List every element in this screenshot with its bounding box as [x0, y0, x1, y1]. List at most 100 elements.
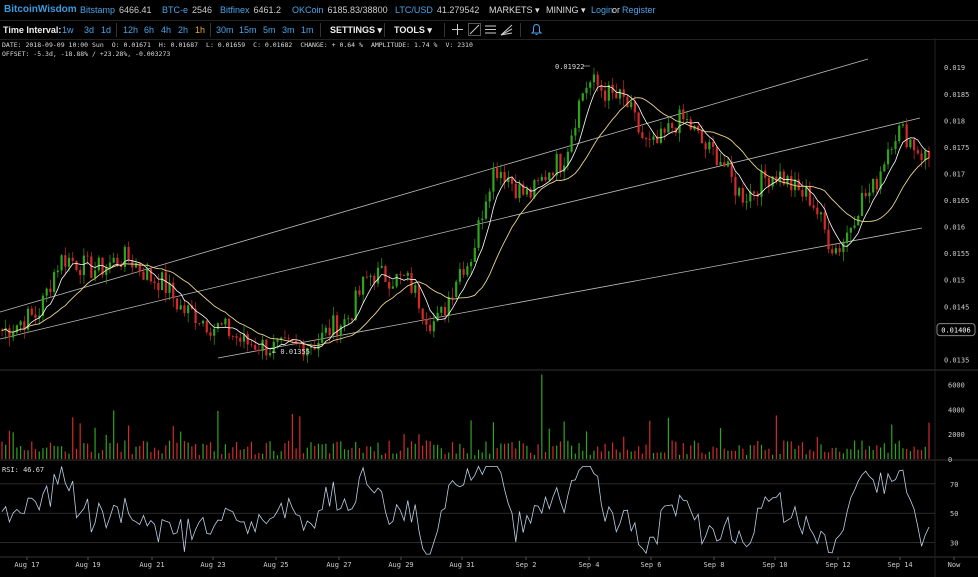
interval-12h[interactable]: 12h [123, 25, 139, 35]
candle-body [362, 276, 365, 295]
markets-menu[interactable]: MARKETS ▾ [489, 5, 540, 16]
interval-15m[interactable]: 15m [239, 25, 257, 35]
interval-3d[interactable]: 3d [84, 25, 95, 35]
candle-body [473, 247, 476, 262]
candle-body [883, 164, 886, 172]
interval-2h[interactable]: 2h [178, 25, 189, 35]
candle-body [71, 257, 74, 261]
candle-body [328, 327, 331, 336]
ticker-btce[interactable]: BTC-e 2546 [162, 5, 212, 15]
settings-menu[interactable]: SETTINGS ▾ [330, 25, 382, 36]
register-link[interactable]: Register [622, 5, 656, 15]
candle-body [656, 136, 659, 143]
candle-body [823, 212, 826, 230]
candle-body [868, 192, 871, 197]
candle-info-panel: DATE: 2018-09-09 10:00 Sun O: 0.01671 H: 0… [2, 41, 481, 59]
candle-body [164, 272, 167, 293]
interval-6h[interactable]: 6h [144, 25, 155, 35]
candle-body [138, 262, 141, 272]
candle-body [205, 320, 208, 333]
candle-body [622, 89, 625, 97]
candle-body [633, 102, 636, 113]
candle-body [414, 285, 417, 293]
tools-menu[interactable]: TOOLS ▾ [394, 25, 432, 36]
candle-body [38, 315, 41, 318]
candle-body [522, 184, 525, 195]
brand-logo[interactable]: BitcoinWisdom [4, 4, 77, 15]
ticker-ltcusd[interactable]: LTC/USD 41.279542 [395, 5, 479, 15]
candle-body [894, 141, 897, 150]
candle-body [913, 139, 916, 151]
price-axis: 0.019 0.0185 0.018 0.0175 0.017 0.0165 0.016 0.… [936, 64, 976, 364]
candle-body [399, 274, 402, 275]
candle-body [626, 96, 629, 108]
interval-3m[interactable]: 3m [282, 25, 295, 35]
date-tick-label: Sep 8 [703, 561, 724, 569]
candle-body [272, 341, 275, 353]
candle-body [778, 171, 782, 182]
interval-1w[interactable]: 1w [62, 25, 74, 35]
markets-label: MARKETS [489, 5, 533, 15]
candle-body [596, 74, 599, 86]
interval-1h-active[interactable]: 1h [195, 25, 206, 35]
candle-body [295, 340, 298, 343]
candle-body [45, 288, 48, 296]
candle-body [30, 308, 33, 315]
candle-body [53, 272, 56, 293]
date-tick-label: Sep 10 [762, 561, 787, 569]
ticker-name: Bitfinex [220, 5, 250, 15]
interval-30m[interactable]: 30m [216, 25, 234, 35]
candle-body [201, 320, 205, 324]
fib-fan-icon[interactable] [500, 23, 513, 36]
info-row-offset: OFFSET: -5.3d, -18.88% / +23.28%, -0.003… [2, 50, 481, 59]
horizontal-lines-icon[interactable] [484, 23, 497, 36]
caret-down-icon: ▾ [377, 25, 383, 35]
candle-body [551, 172, 555, 176]
candle-body [209, 332, 212, 336]
ticker-bitfinex[interactable]: Bitfinex 6461.2 [220, 5, 281, 15]
candle-body [708, 142, 711, 150]
candle-body [79, 270, 82, 276]
date-axis: Aug 17 Aug 19 Aug 21 Aug 23 Aug 25 Aug 27 Aug … [14, 557, 961, 569]
interval-4h[interactable]: 4h [161, 25, 172, 35]
alert-bell-icon[interactable] [530, 23, 543, 36]
crosshair-icon[interactable] [451, 23, 464, 36]
candle-body [592, 74, 596, 83]
candle-body [220, 323, 223, 325]
candle-body [827, 229, 830, 250]
date-tick-label: Aug 31 [449, 561, 474, 569]
candle-body [890, 149, 893, 150]
mining-menu[interactable]: MINING ▾ [546, 5, 586, 16]
candle-body [112, 257, 115, 263]
candle-body [376, 267, 380, 284]
candle-body [648, 138, 651, 140]
candle-body [287, 338, 290, 340]
interval-5m[interactable]: 5m [263, 25, 276, 35]
candle-body [373, 275, 376, 284]
trendline-icon[interactable] [468, 23, 481, 36]
candle-body [127, 246, 130, 261]
ticker-bitstamp[interactable]: Bitstamp 6466.41 [80, 5, 152, 15]
interval-1d[interactable]: 1d [101, 25, 112, 35]
interval-1m[interactable]: 1m [301, 25, 314, 35]
candle-body [898, 125, 901, 142]
chart-grid [0, 38, 978, 577]
candle-body [97, 257, 100, 271]
date-tick-label: Aug 27 [326, 561, 351, 569]
candle-body [477, 220, 480, 248]
candle-body [12, 332, 15, 338]
candle-body [901, 124, 905, 126]
chart-toolbar: Time Interval: 1w 3d 1d 12h 6h 4h 2h 1h … [0, 20, 978, 40]
candle-body [831, 249, 834, 254]
candle-body [704, 143, 707, 150]
info-close: C: 0.01682 [253, 41, 293, 49]
price-chart[interactable]: 0.01922← 0.01355 0.0190.01850.0180.01750… [0, 38, 978, 577]
candle-body [496, 167, 499, 179]
price-tick-label: 0.016 [944, 224, 965, 232]
candle-body [105, 267, 108, 275]
ticker-value: 6466.41 [119, 5, 152, 15]
candle-body [101, 257, 104, 275]
login-link[interactable]: Login [591, 5, 614, 15]
ticker-okcoin[interactable]: OKCoin 6185.83/38800 [292, 5, 388, 15]
candle-body [142, 271, 145, 280]
